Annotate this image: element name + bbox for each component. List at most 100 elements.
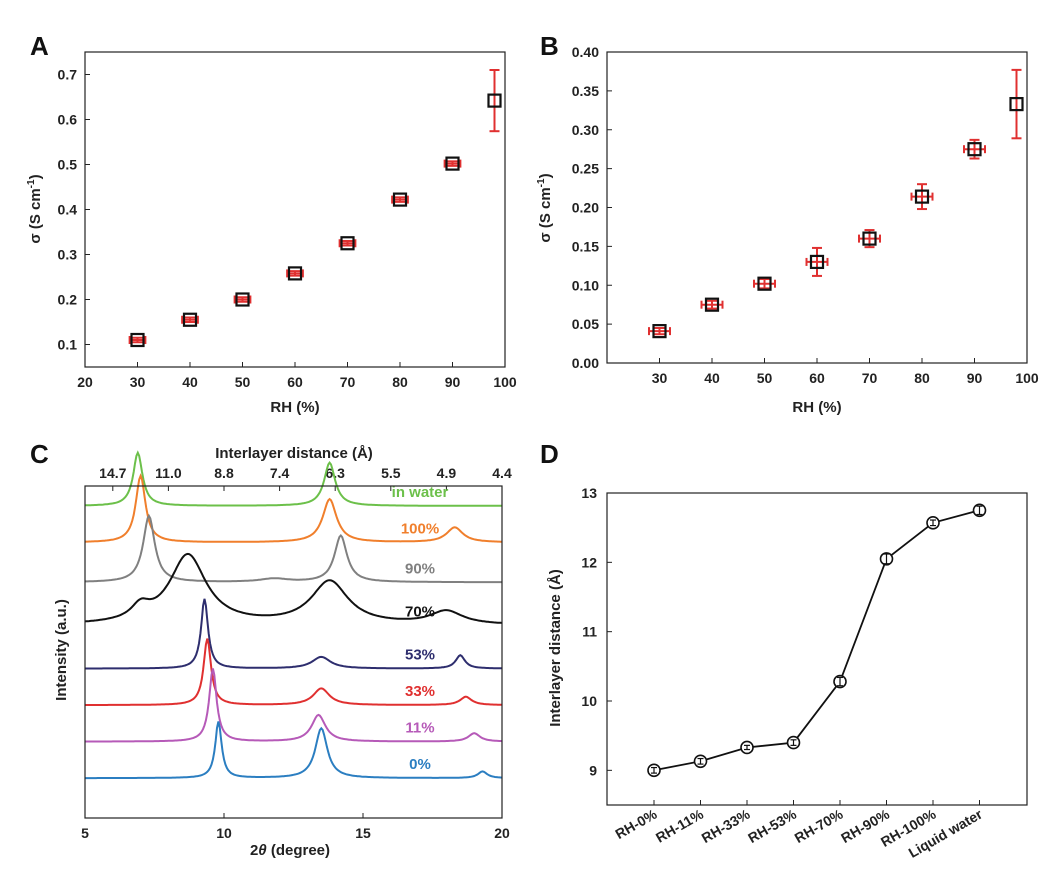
panel-c-top-tick-label: 7.4 bbox=[270, 465, 290, 481]
panel-a-x-tick-label: 40 bbox=[182, 374, 198, 390]
panel-c-legend-label: 11% bbox=[405, 720, 434, 737]
panel-d-y-tick-label: 10 bbox=[581, 693, 597, 709]
panel-a-x-tick-label: 70 bbox=[340, 374, 356, 390]
panel-a-x-tick-label: 80 bbox=[392, 374, 408, 390]
panel-a-data-point bbox=[287, 266, 303, 281]
panel-b-x-tick-label: 70 bbox=[862, 370, 878, 386]
panel-c-legend-label: 33% bbox=[405, 683, 435, 700]
panel-c-curve-3 bbox=[84, 552, 503, 624]
panel-b-x-tick-label: 30 bbox=[652, 370, 668, 386]
panel-a-data-point bbox=[235, 292, 250, 307]
panel-a-x-tick-label: 50 bbox=[235, 374, 251, 390]
panel-b-data-point bbox=[914, 189, 930, 204]
panel-b-x-tick-label: 80 bbox=[914, 370, 930, 386]
panel-b-x-tick-label: 60 bbox=[809, 370, 825, 386]
panel-c-curve-0 bbox=[85, 450, 502, 507]
panel-label-a: A bbox=[30, 31, 49, 61]
panel-c-x-label: 2θ (degree) bbox=[250, 842, 330, 859]
panel-a-y-tick-label: 0.7 bbox=[58, 67, 78, 83]
panel-b-data-point bbox=[862, 231, 877, 246]
panel-c-top-tick-label: 4.4 bbox=[492, 465, 512, 481]
panel-b-x-tick-label: 50 bbox=[757, 370, 773, 386]
panel-d-x-tick-label: RH-70% bbox=[792, 805, 846, 846]
panel-a-x-label: RH (%) bbox=[270, 399, 319, 416]
panel-b-frame bbox=[606, 51, 1028, 364]
panel-d-y-tick-label: 13 bbox=[581, 485, 597, 501]
panel-b-y-tick-label: 0.20 bbox=[572, 200, 599, 216]
panel-c-curve-1 bbox=[84, 473, 502, 543]
panel-a-data-point bbox=[130, 332, 145, 348]
panel-c-curve-2 bbox=[85, 513, 502, 584]
panel-c-top-tick-label: 6.3 bbox=[325, 465, 345, 481]
panel-b-data-point bbox=[704, 297, 720, 312]
panel-b-y-axis: 0.00 0.05 0.10 0.15 0.20 0.25 0.30 0.35 0.40 bbox=[572, 44, 612, 371]
panel-c-legend: in water 100% 90% 70% 53% 33% 11% 0% bbox=[392, 484, 449, 773]
panel-a-frame bbox=[84, 51, 506, 368]
panel-c-x-axis: 5 10 15 20 bbox=[81, 813, 510, 841]
panel-d-y-axis: 9 10 11 12 13 bbox=[581, 485, 612, 778]
panel-c-frame bbox=[84, 485, 503, 819]
panel-b-y-tick-label: 0.40 bbox=[572, 44, 599, 60]
panel-c-top-label: Interlayer distance (Å) bbox=[215, 445, 373, 462]
panel-a-chart: 20 30 40 50 60 70 80 90 100 0.10.20.30.40.50.60.… bbox=[26, 51, 517, 416]
panel-c-chart: Interlayer distance (Å) 14.7 11.0 8.8 7.4 6.… bbox=[53, 445, 512, 859]
panel-a-y-tick-label: 0.4 bbox=[58, 202, 78, 218]
panel-label-c: C bbox=[30, 439, 49, 469]
panel-c-x-tick-label: 20 bbox=[494, 825, 510, 841]
panel-b-x-tick-label: 100 bbox=[1015, 370, 1039, 386]
panel-c-x-tick-label: 5 bbox=[81, 825, 89, 841]
panel-b-chart: 30 40 50 60 70 80 90 100 0.000.050.100.150.200.… bbox=[536, 44, 1039, 416]
panel-b-y-tick-label: 0.25 bbox=[572, 161, 599, 177]
panel-c-legend-label: 100% bbox=[401, 520, 439, 537]
panel-label-b: B bbox=[540, 31, 559, 61]
panel-c-top-tick-label: 4.9 bbox=[437, 465, 457, 481]
panel-b-data-point bbox=[652, 324, 667, 339]
panel-c-top-tick-label: 8.8 bbox=[214, 465, 234, 481]
panel-d-frame bbox=[606, 492, 1028, 806]
panel-d-chart: RH-0%RH-11%RH-33%RH-53%RH-70%RH-90%RH-10… bbox=[547, 485, 1028, 861]
panel-c-curve-6 bbox=[85, 668, 503, 743]
panel-a-y-axis: 0.1 0.2 0.3 0.4 0.5 0.6 0.7 bbox=[58, 67, 90, 353]
panel-d-line bbox=[653, 509, 980, 772]
panel-c-top-tick-label: 5.5 bbox=[381, 465, 401, 481]
panel-d-y-tick-label: 9 bbox=[589, 762, 597, 778]
panel-b-y-tick-label: 0.05 bbox=[572, 316, 599, 332]
panel-b-y-tick-label: 0.35 bbox=[572, 83, 599, 99]
panel-d-y-label: Interlayer distance (Å) bbox=[547, 569, 564, 727]
panel-b-x-tick-label: 90 bbox=[967, 370, 983, 386]
panel-c-x-tick-label: 15 bbox=[355, 825, 371, 841]
panel-d-y-tick-label: 12 bbox=[581, 554, 597, 570]
panel-a-x-axis: 20 30 40 50 60 70 80 90 100 bbox=[77, 362, 517, 390]
panel-a-x-tick-label: 90 bbox=[445, 374, 461, 390]
panel-a-y-label: σ (S cm-1) bbox=[26, 174, 44, 243]
panel-b-data-point bbox=[967, 142, 982, 157]
panel-a-y-tick-label: 0.2 bbox=[58, 292, 78, 308]
panel-c-y-label: Intensity (a.u.) bbox=[53, 599, 70, 701]
panel-a-y-tick-label: 0.5 bbox=[58, 157, 78, 173]
panel-a-x-tick-label: 100 bbox=[493, 374, 517, 390]
panel-a-y-tick-label: 0.1 bbox=[58, 337, 78, 353]
panel-c-legend-label: 0% bbox=[409, 756, 431, 773]
panel-a-x-tick-label: 60 bbox=[287, 374, 303, 390]
panel-a-data-point bbox=[392, 192, 408, 207]
panel-a-x-tick-label: 30 bbox=[130, 374, 146, 390]
panel-c-legend-label: in water bbox=[392, 484, 449, 501]
panel-b-y-tick-label: 0.00 bbox=[572, 355, 599, 371]
panel-c-curve-5 bbox=[85, 638, 503, 706]
panel-d-data-points bbox=[647, 503, 987, 778]
panel-label-d: D bbox=[540, 439, 559, 469]
panel-b-y-tick-label: 0.15 bbox=[572, 238, 599, 254]
panel-d-x-tick-label: RH-11% bbox=[653, 805, 707, 845]
panel-c-top-axis: 14.7 11.0 8.8 7.4 6.3 5.5 4.9 4.4 bbox=[99, 465, 512, 491]
panel-c-curve-7 bbox=[85, 721, 503, 780]
panel-d-x-tick-label: RH-33% bbox=[699, 805, 753, 846]
panel-a-x-tick-label: 20 bbox=[77, 374, 93, 390]
panel-c-legend-label: 70% bbox=[405, 603, 435, 620]
panel-b-x-tick-label: 40 bbox=[704, 370, 720, 386]
panel-b-data-point bbox=[1009, 96, 1024, 112]
panel-d-x-tick-label: RH-53% bbox=[745, 805, 799, 846]
panel-c-curves bbox=[84, 450, 503, 780]
panel-c-legend-label: 53% bbox=[405, 647, 435, 664]
panel-b-data-point bbox=[809, 254, 825, 270]
panel-c-x-tick-label: 10 bbox=[216, 825, 232, 841]
